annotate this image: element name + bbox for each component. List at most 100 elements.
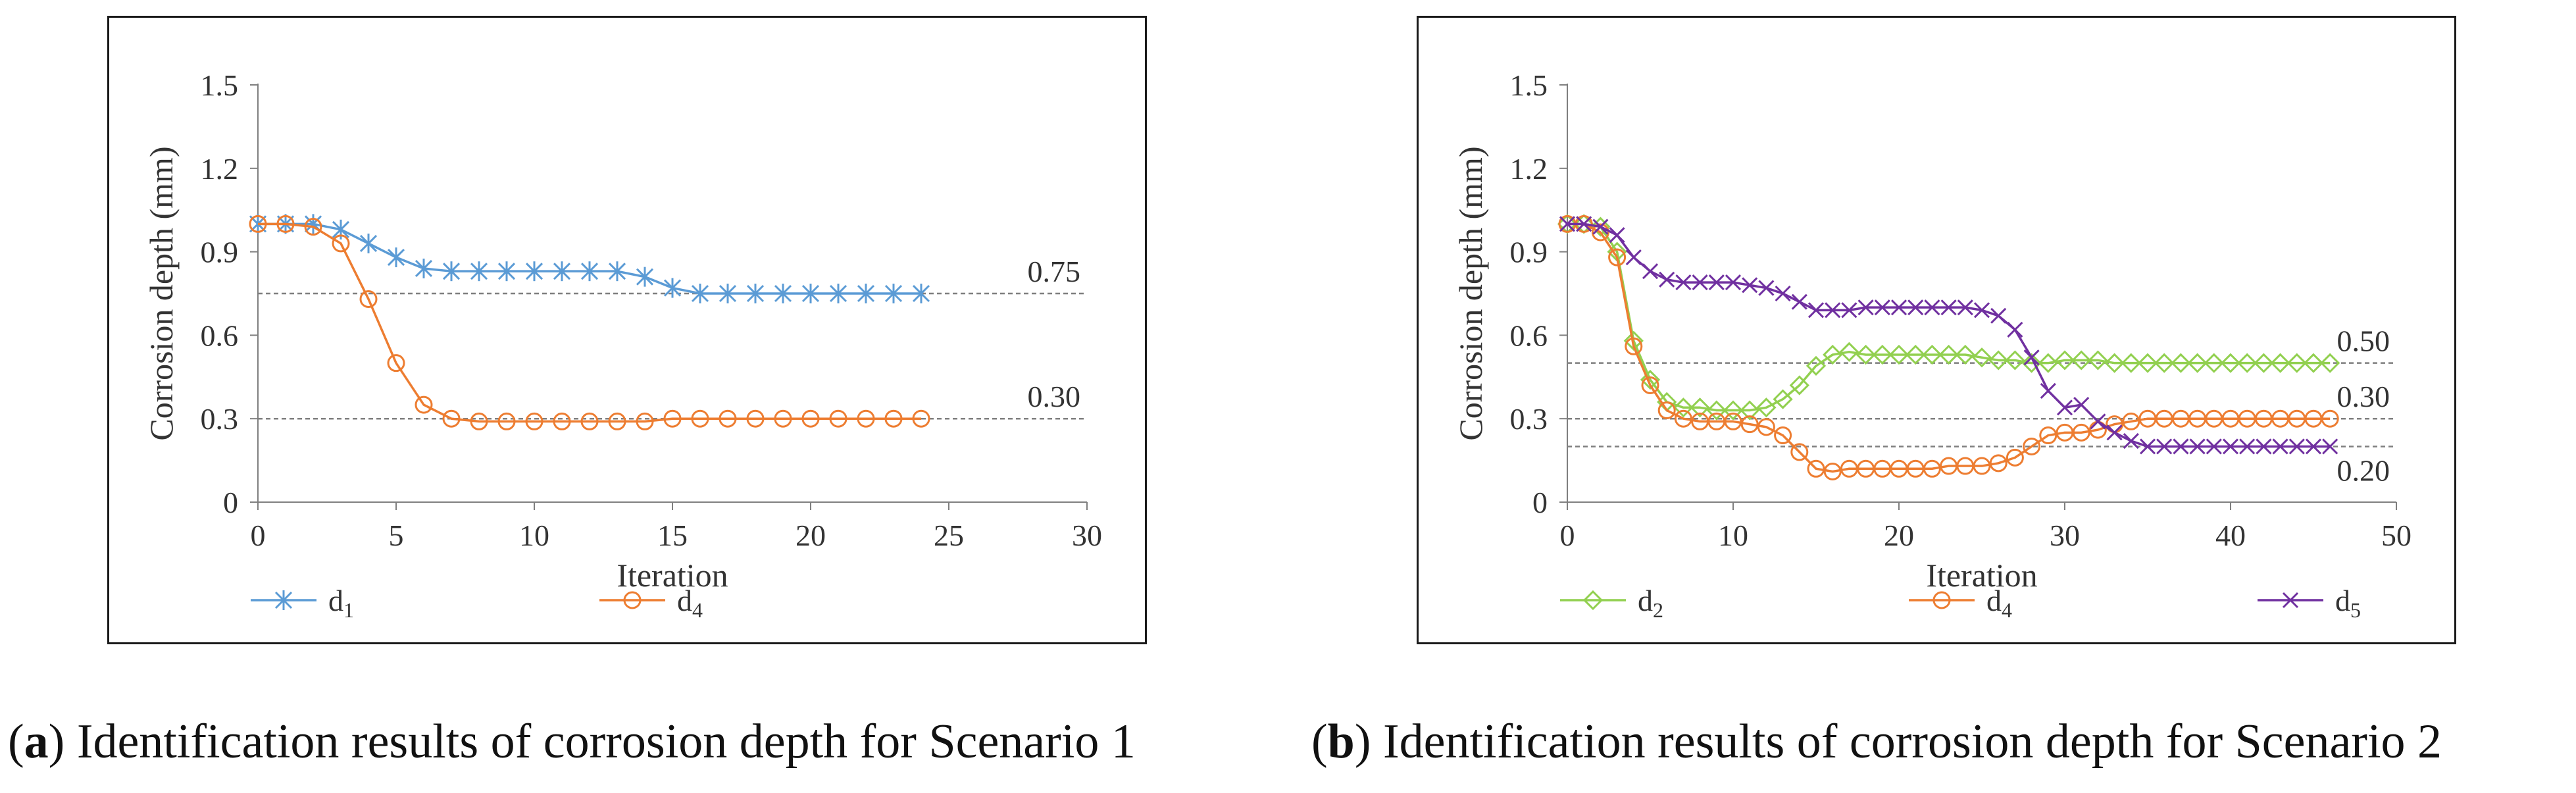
chart1-series-1-point-14 [1790, 443, 1809, 461]
chart1-series-0-point-36-shape [2154, 353, 2175, 373]
chart0-series-1-point-2-shape [304, 218, 322, 236]
chart1-series-2-point-36-stroke2 [2156, 438, 2173, 455]
chart0-series-1-point-8-shape [470, 412, 488, 430]
caption-a-text: Identification results of corrosion dept… [64, 715, 1136, 769]
chart1-series-1-point-10 [1724, 412, 1742, 430]
chart1-series-0-point-27 [2005, 350, 2025, 371]
chart1-series-0-point-40 [2220, 353, 2241, 373]
chart0-series-1-point-14 [636, 412, 654, 430]
chart1-xtick-label-4: 40 [2215, 519, 2246, 552]
chart1-series-0-point-46-shape [2320, 353, 2340, 373]
chart1-series-0-point-26 [1988, 350, 2009, 371]
chart1-series-2-point-18 [1857, 299, 1874, 316]
chart0-series-0 [249, 214, 930, 303]
chart1-series-0-point-18 [1856, 344, 1876, 365]
chart1-series-0-point-42-shape [2254, 353, 2274, 373]
chart0-legend-item-0: d1 [251, 584, 354, 622]
chart1-series-2-point-21 [1907, 299, 1924, 316]
chart0-xtick-label-1: 5 [389, 519, 404, 552]
chart1-series-0-point-22-shape [1922, 344, 1942, 365]
chart1-series-2-point-19 [1874, 299, 1890, 316]
chart1-series-0-point-35 [2137, 353, 2158, 373]
chart1-series-0-point-4-shape [1623, 330, 1644, 351]
chart1-series-0-point-32 [2088, 350, 2108, 371]
chart0-series-1-line [258, 222, 921, 423]
chart1-series-1-point-25 [1973, 457, 1991, 475]
chart1-series-2-point-26-stroke2 [1990, 307, 2007, 324]
chart1-series-0-point-17-shape [1839, 342, 1859, 362]
chart1-series-2-point-32 [2090, 413, 2106, 430]
chart0-series-1-point-15-shape [663, 409, 682, 428]
chart0-series-0-point-8 [470, 261, 488, 282]
chart1-series-0-point-43-shape [2270, 353, 2290, 373]
chart1-series-1-point-28-shape [2023, 437, 2041, 455]
caption-b: (b) Identification results of corrosion … [1311, 715, 2442, 769]
chart1-legend-subscript-1: 4 [2002, 598, 2012, 622]
chart0-series-0-point-19 [774, 284, 792, 303]
chart1-series-0-point-9-shape [1706, 400, 1727, 421]
chart1-series-2-point-33-stroke2 [2106, 424, 2123, 441]
chart0-series-0-point-17 [719, 284, 737, 303]
chart1-series-2-point-20-stroke2 [1890, 299, 1907, 316]
chart0-xlabel: Iteration [617, 557, 728, 594]
caption-b-label: b [1327, 715, 1355, 769]
chart0-series-1-point-13 [608, 412, 626, 430]
chart1-series-0-point-4 [1623, 330, 1644, 351]
chart1-series-1-point-16-shape [1823, 463, 1842, 481]
chart0-series-1-point-23-shape [884, 409, 903, 428]
chart1-series-2-point-27 [2007, 321, 2023, 338]
chart1-series-2-point-30-stroke2 [2056, 399, 2073, 416]
caption-a-label: a [24, 715, 49, 769]
chart0-series-0-point-10 [525, 261, 543, 282]
chart1-series-0-point-41-shape [2237, 353, 2258, 373]
chart0-series-1-point-2 [304, 218, 322, 236]
chart1-legend-marker-1-shape [1932, 591, 1951, 609]
chart0-series-1-point-9 [497, 412, 516, 430]
chart1-series-1-point-7-shape [1674, 409, 1692, 428]
chart1-series-1-point-2 [1591, 223, 1609, 242]
chart0-series-1-point-4 [359, 290, 378, 308]
chart1-series-2-point-10 [1725, 274, 1742, 291]
chart-a-svg: 0 0.3 0.6 0.9 1.2 1.5 0 5 10 15 20 25 30 Iteration Cor… [143, 68, 1102, 622]
chart1-series-1-point-13 [1774, 426, 1792, 445]
chart1-series-2-point-31-stroke2 [2073, 397, 2090, 413]
chart1-series-2-point-40-stroke2 [2222, 438, 2239, 455]
chart1-series-2-point-3 [1609, 227, 1625, 243]
chart1-series-0-point-23 [1938, 344, 1959, 365]
chart0-series-1-point-12-shape [580, 412, 599, 430]
chart0-series-1-point-6-shape [415, 396, 433, 414]
chart1-series-2-point-28 [2023, 349, 2040, 366]
chart0-series-1-point-6 [415, 396, 433, 414]
chart0-series-1-point-3 [332, 234, 350, 253]
chart0-series-1-point-10-shape [525, 412, 543, 430]
chart1-series-2-point-28-stroke2 [2023, 349, 2040, 366]
chart0-series-0-point-16 [691, 284, 709, 303]
chart0-series-1-point-22 [857, 409, 875, 428]
chart1-series-2-point-22 [1924, 299, 1940, 316]
chart1-series-2-point-21-stroke2 [1907, 299, 1924, 316]
chart1-series-1-point-10-shape [1724, 412, 1742, 430]
chart0-series-0-point-6 [415, 258, 433, 278]
chart0-series-0-point-5 [387, 247, 405, 268]
chart0-refline-label-1: 0.30 [1028, 380, 1081, 413]
chart1-series-1-point-25-shape [1973, 457, 1991, 475]
chart1-series-2-point-5 [1642, 263, 1659, 280]
chart0-series-1-point-15 [663, 409, 682, 428]
chart-panel-a: 0 0.3 0.6 0.9 1.2 1.5 0 5 10 15 20 25 30 Iteration Cor… [107, 16, 1147, 644]
chart1-series-2-point-41-stroke2 [2239, 438, 2256, 455]
chart0-ytick-label-1: 0.3 [201, 402, 239, 436]
chart1-series-0-point-45-shape [2303, 353, 2324, 373]
chart1-series-2-point-41 [2239, 438, 2256, 455]
chart1-series-1-point-31-shape [2072, 423, 2090, 442]
chart1-series-0-point-46 [2320, 353, 2340, 373]
chart1-series-1-point-26-shape [1989, 454, 2008, 473]
chart0-xtick-label-5: 25 [934, 519, 964, 552]
chart0-series-1-point-4-shape [359, 290, 378, 308]
chart1-series-2-point-22-stroke2 [1924, 299, 1940, 316]
chart1-series-0-point-5 [1640, 369, 1661, 390]
chart1-series-0-point-24-shape [1955, 344, 1975, 365]
chart1-series-0-point-29-shape [2038, 353, 2058, 373]
chart0-series-0-point-12 [580, 261, 599, 282]
chart1-ytick-label-5: 1.5 [1510, 68, 1548, 102]
chart1-series-0-point-20 [1888, 344, 1909, 365]
